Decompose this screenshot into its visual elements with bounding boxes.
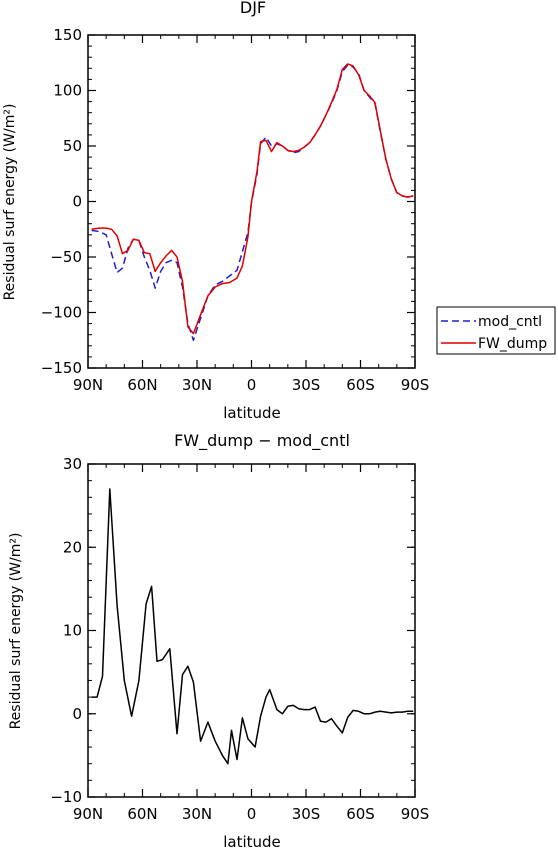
bottom-ticks: 90N 60N 30N 0 30S 60S 90S 30 20 10 0 −10 (50, 455, 429, 823)
top-series-group (91, 63, 414, 342)
top-x-tick-label: 60S (346, 376, 375, 394)
legend-label-fw-dump: FW_dump (478, 336, 547, 352)
bottom-series-group (91, 488, 414, 765)
top-x-tick-label: 90N (73, 376, 103, 394)
bottom-x-tick-label: 90S (401, 805, 430, 823)
top-series-line-mod-cntl (91, 64, 414, 342)
top-x-tick-label: 90S (401, 376, 430, 394)
bottom-y-tick-label: −10 (50, 788, 82, 806)
top-y-tick-label: 0 (72, 193, 82, 211)
legend: mod_cntl FW_dump (436, 306, 556, 355)
top-series-line-fw-dump (91, 63, 414, 335)
legend-label-mod-cntl: mod_cntl (478, 314, 542, 330)
bottom-x-tick-label: 30S (292, 805, 321, 823)
bottom-y-tick-label: 0 (72, 705, 82, 723)
top-y-tick-label: −100 (41, 304, 82, 322)
bottom-series-line-0 (91, 488, 414, 765)
bottom-y-tick-label: 10 (63, 622, 82, 640)
bottom-y-axis-label: Residual surf energy (W/m²) (8, 533, 24, 730)
top-x-tick-label: 30S (292, 376, 321, 394)
top-y-axis-label: Residual surf energy (W/m²) (2, 104, 18, 301)
bottom-y-tick-label: 20 (63, 538, 82, 556)
legend-box (436, 306, 556, 355)
top-y-tick-label: −50 (50, 248, 82, 266)
bottom-x-tick-label: 60N (127, 805, 157, 823)
top-y-tick-label: 50 (63, 137, 82, 155)
bottom-y-tick-label: 30 (63, 455, 82, 473)
bottom-panel: FW_dump − mod_cntl 90N 60N 30N 0 30S 60S 90S 30… (8, 431, 429, 851)
bottom-plot-frame (87, 463, 416, 798)
top-x-tick-label: 60N (127, 376, 157, 394)
bottom-chart-title: FW_dump − mod_cntl (174, 431, 350, 451)
bottom-x-axis-label: latitude (223, 833, 281, 851)
top-chart-title: DJF (240, 0, 266, 17)
bottom-x-tick-label: 60S (346, 805, 375, 823)
bottom-x-tick-label: 0 (247, 805, 257, 823)
top-x-axis-label: latitude (223, 404, 281, 422)
bottom-x-tick-label: 30N (182, 805, 212, 823)
top-panel: DJF 90N 60N 30N 0 30S 60S 90S 150 100 50 0 −50 −100 −… (2, 0, 556, 422)
top-y-tick-label: 100 (53, 82, 82, 100)
top-x-tick-label: 0 (247, 376, 257, 394)
top-y-tick-label: −150 (41, 359, 82, 377)
bottom-x-tick-label: 90N (73, 805, 103, 823)
top-x-tick-label: 30N (182, 376, 212, 394)
top-ticks: 90N 60N 30N 0 30S 60S 90S 150 100 50 0 −50 −100 −150 (41, 26, 430, 394)
top-y-tick-label: 150 (53, 26, 82, 44)
